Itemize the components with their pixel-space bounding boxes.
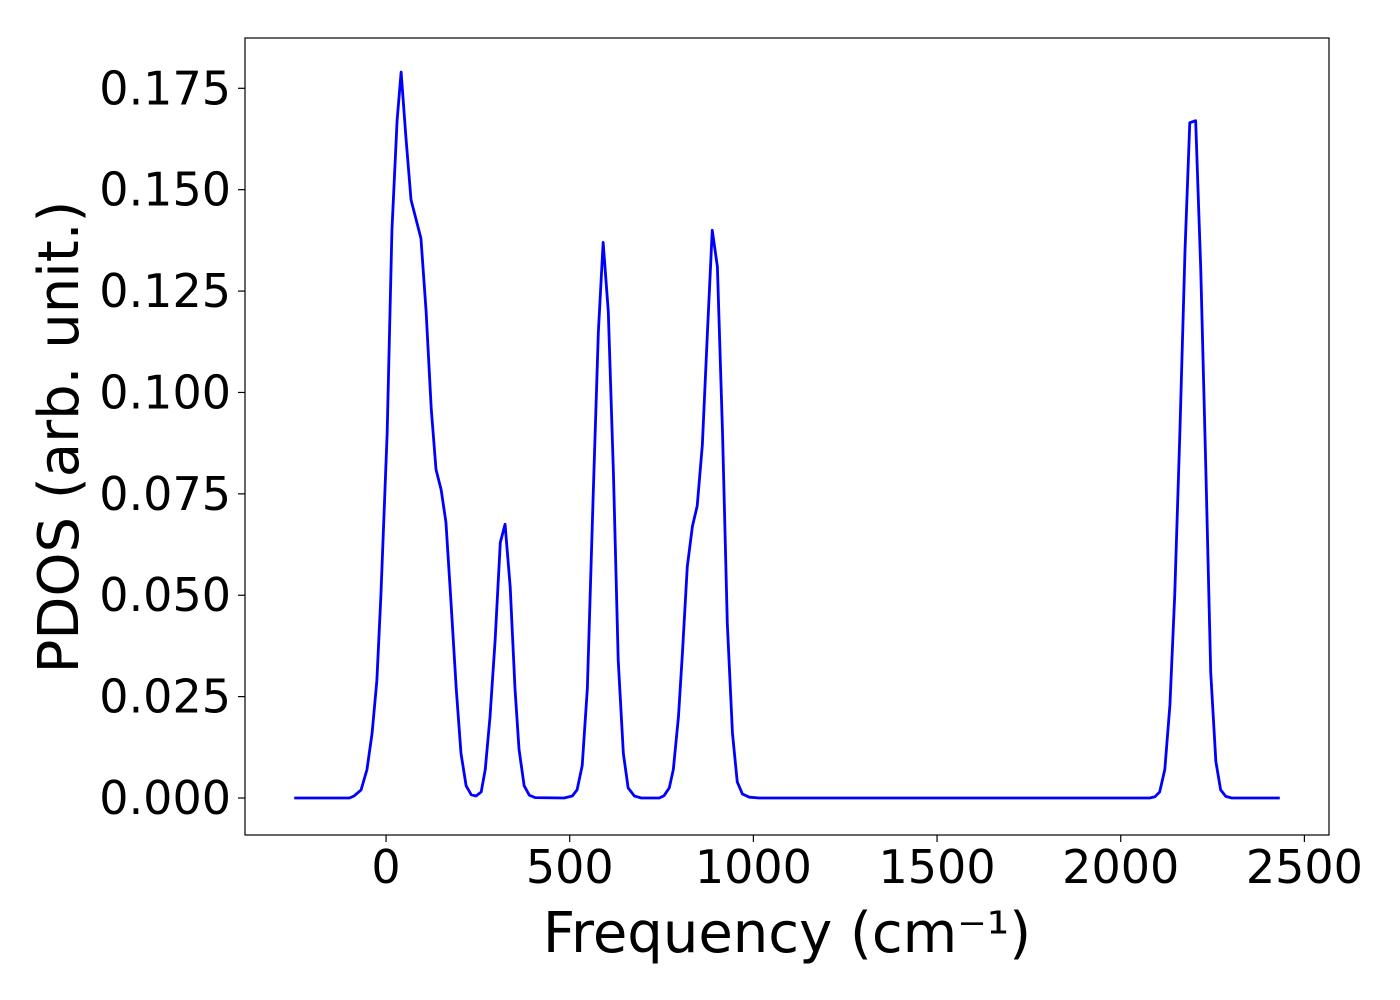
y-tick-label: 0.000 <box>99 771 231 825</box>
plot-frame <box>244 37 1330 836</box>
x-tick-label: 0 <box>371 840 400 894</box>
y-tick-label: 0.175 <box>99 61 231 115</box>
y-tick-label: 0.100 <box>99 365 231 419</box>
y-tick-label: 0.025 <box>99 670 231 724</box>
y-tick-label: 0.150 <box>99 163 231 217</box>
x-tick-label: 2500 <box>1246 840 1363 894</box>
x-tick-label: 2000 <box>1062 840 1179 894</box>
x-tick-label: 1000 <box>695 840 812 894</box>
y-tick-label: 0.125 <box>99 264 231 318</box>
y-tick-label: 0.075 <box>99 467 231 521</box>
y-axis-label: PDOS (arb. unit.) <box>27 201 92 674</box>
data-line <box>294 70 1280 800</box>
y-tick-label: 0.050 <box>99 568 231 622</box>
x-axis-label: Frequency (cm⁻¹) <box>543 901 1031 966</box>
x-tick-label: 500 <box>526 840 614 894</box>
x-tick-label: 1500 <box>879 840 996 894</box>
